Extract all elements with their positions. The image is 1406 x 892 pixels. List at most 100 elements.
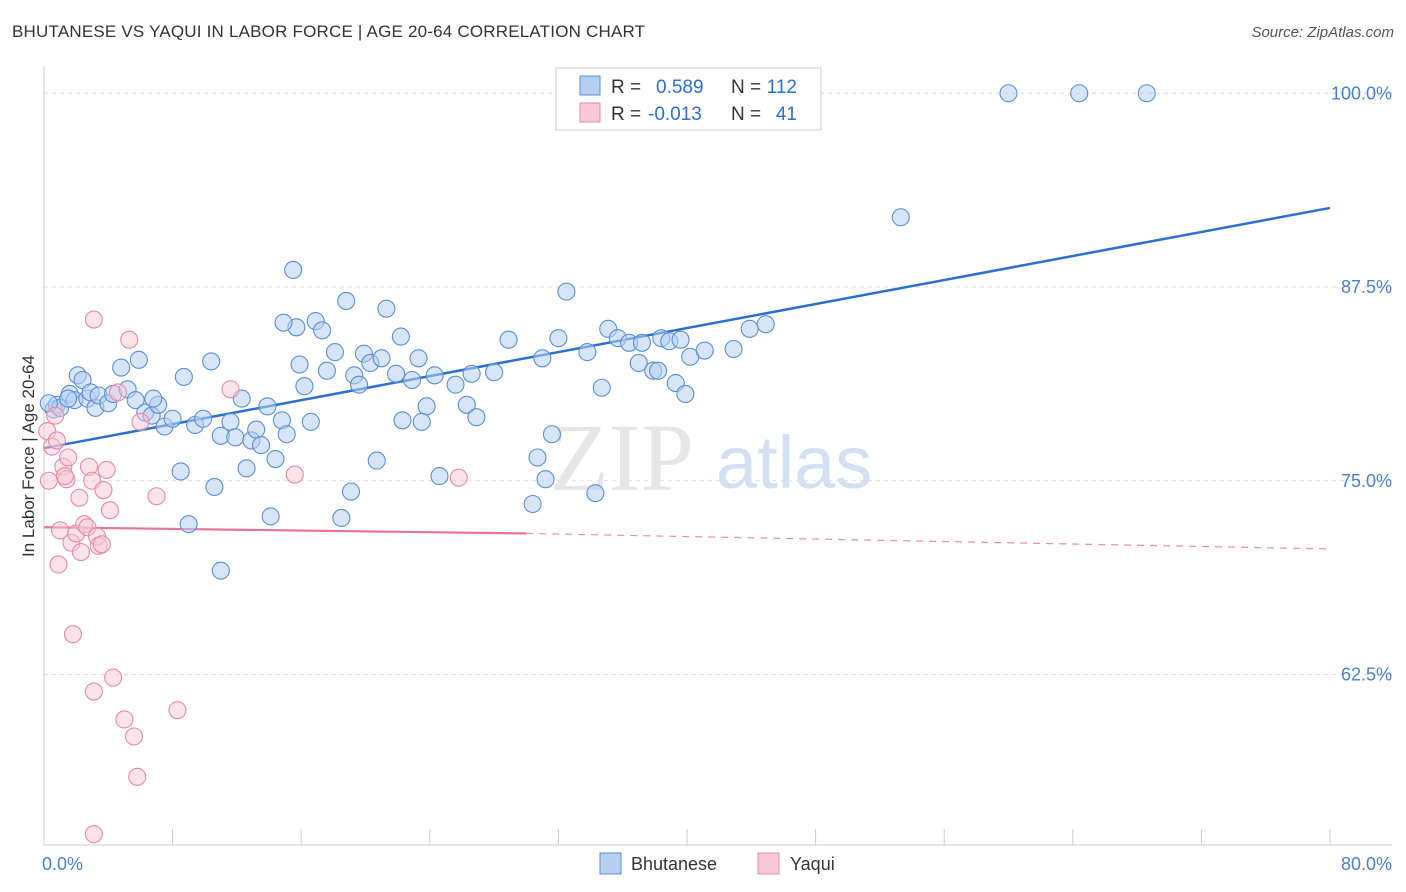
bottom-legend-swatch-bhutanese	[599, 852, 622, 875]
legend-swatch-yaqui	[579, 102, 601, 123]
bhutanese-point	[301, 412, 320, 431]
bhutanese-point	[446, 375, 465, 394]
bhutanese-point	[295, 377, 314, 396]
bhutanese-point	[332, 508, 351, 528]
bhutanese-point	[274, 313, 293, 332]
yaqui-point	[147, 487, 166, 506]
bhutanese-point	[112, 358, 131, 377]
yaqui-point	[39, 471, 58, 490]
bhutanese-point	[425, 366, 444, 385]
bhutanese-point	[377, 299, 396, 318]
bhutanese-point	[372, 349, 391, 368]
bhutanese-point	[649, 361, 668, 380]
bhutanese-point	[393, 411, 412, 430]
bhutanese-point	[226, 428, 245, 447]
axes	[43, 66, 1392, 846]
y-tick-label: 100.0%	[1331, 83, 1392, 103]
bhutanese-point	[325, 343, 345, 362]
bhutanese-point	[536, 470, 555, 489]
legend-swatch-bhutanese	[579, 75, 601, 96]
legend-r-value-yaqui: -0.013	[648, 104, 702, 125]
y-tick-label: 62.5%	[1341, 665, 1392, 685]
yaqui-point	[108, 383, 127, 402]
bhutanese-point	[205, 477, 224, 497]
yaqui-point	[120, 330, 139, 349]
yaqui-trend-line	[43, 526, 527, 535]
bhutanese-points	[39, 84, 1156, 580]
bhutanese-point	[533, 349, 552, 368]
legend-n-value-yaqui: 41	[776, 104, 797, 125]
bhutanese-point	[144, 389, 163, 408]
bhutanese-trend-line	[43, 206, 1331, 450]
yaqui-point	[168, 701, 187, 720]
bhutanese-point	[632, 333, 652, 352]
bhutanese-point	[756, 315, 775, 334]
bhutanese-point	[695, 341, 714, 360]
bottom-legend-bhutanese: Bhutanese	[631, 854, 717, 874]
yaqui-point	[46, 406, 65, 425]
yaqui-point	[124, 727, 144, 746]
legend-n-label-yaqui: N =	[731, 104, 761, 125]
bhutanese-point	[221, 412, 240, 431]
bottom-legend: Bhutanese Yaqui	[599, 852, 835, 875]
yaqui-point	[59, 448, 78, 467]
bhutanese-point	[367, 451, 386, 470]
yaqui-point	[84, 682, 103, 701]
bhutanese-point	[485, 363, 504, 382]
y-tick-labels: 62.5% 75.0% 87.5% 100.0%	[1331, 83, 1392, 684]
bhutanese-point	[247, 420, 266, 439]
y-axis-label: In Labor Force | Age 20-64	[19, 355, 38, 557]
bhutanese-point	[266, 449, 285, 469]
yaqui-point	[221, 380, 240, 399]
watermark-atlas: atlas	[716, 421, 872, 504]
chart-title: BHUTANESE VS YAQUI IN LABOR FORCE | AGE …	[12, 22, 646, 41]
bhutanese-point	[542, 425, 562, 444]
bhutanese-point	[261, 507, 280, 526]
yaqui-point	[94, 480, 113, 500]
bottom-legend-yaqui: Yaqui	[790, 854, 835, 874]
bhutanese-point	[1070, 84, 1089, 103]
bhutanese-point	[337, 291, 356, 311]
bhutanese-point	[174, 367, 193, 386]
yaqui-point	[47, 431, 66, 450]
yaqui-point	[100, 501, 119, 520]
bhutanese-point	[557, 282, 576, 301]
bhutanese-point	[891, 208, 910, 227]
yaqui-trend-extension	[526, 532, 1331, 550]
legend: R = 0.589 N = 112 R = -0.013 N = 41	[555, 67, 822, 131]
yaqui-point	[128, 767, 147, 786]
y-tick-label: 87.5%	[1341, 277, 1392, 297]
yaqui-point	[115, 710, 134, 729]
bhutanese-point	[391, 327, 410, 346]
bhutanese-point	[629, 353, 648, 373]
bhutanese-point	[211, 561, 230, 580]
bhutanese-point	[499, 330, 518, 349]
yaqui-point	[449, 468, 468, 487]
bhutanese-point	[129, 350, 148, 369]
yaqui-point	[97, 460, 116, 479]
bhutanese-point	[341, 482, 361, 501]
bhutanese-point	[313, 321, 332, 340]
bhutanese-point	[592, 378, 611, 397]
bhutanese-point	[350, 375, 369, 394]
bhutanese-point	[586, 484, 605, 503]
yaqui-points	[38, 310, 468, 844]
bhutanese-point	[126, 391, 145, 410]
yaqui-point	[70, 488, 89, 507]
legend-r-value-bhutanese: 0.589	[656, 77, 704, 98]
bhutanese-point	[237, 459, 256, 478]
bhutanese-point	[412, 412, 431, 431]
bhutanese-point	[317, 361, 336, 380]
bhutanese-point	[578, 343, 597, 362]
gridlines	[44, 92, 1392, 675]
x-tick-max: 80.0%	[1341, 854, 1392, 874]
bhutanese-point	[277, 425, 296, 444]
bottom-legend-swatch-yaqui	[757, 852, 780, 875]
yaqui-point	[131, 412, 150, 431]
bhutanese-point	[523, 494, 542, 514]
bhutanese-point	[671, 330, 690, 349]
bhutanese-point	[740, 319, 759, 338]
bhutanese-point	[284, 260, 303, 280]
bhutanese-point	[467, 408, 486, 427]
